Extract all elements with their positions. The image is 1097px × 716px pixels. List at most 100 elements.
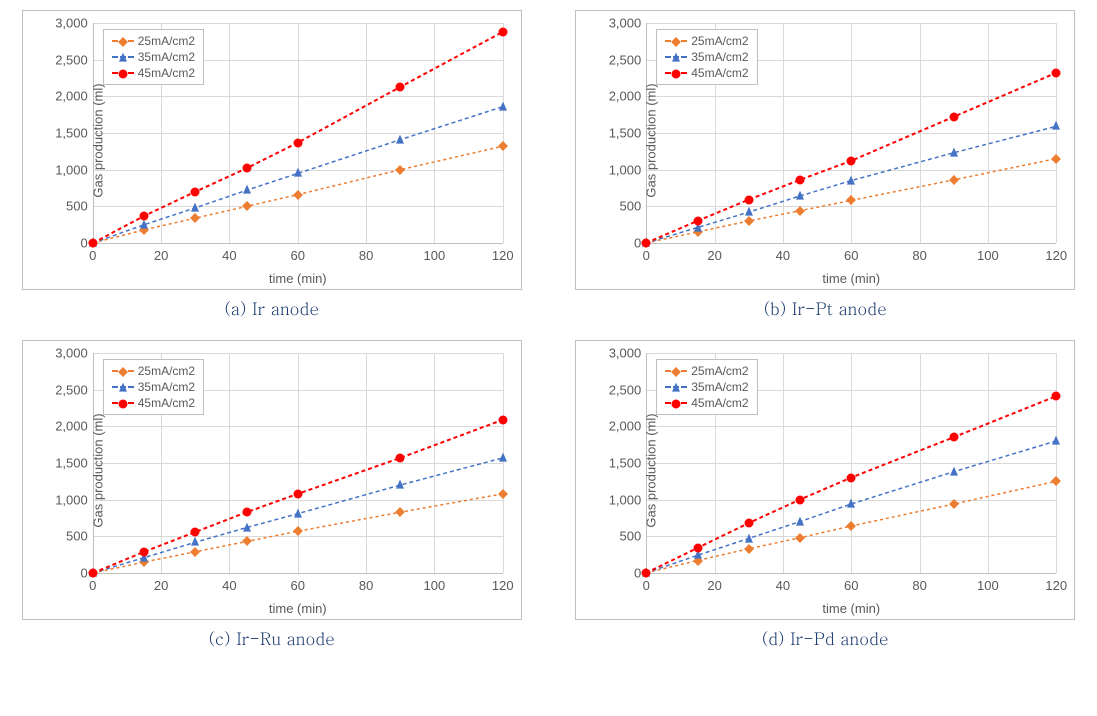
xtick-label: 40 — [776, 573, 790, 593]
ytick-label: 1,000 — [609, 162, 647, 177]
legend-item: 35mA/cm2 — [665, 380, 748, 394]
ytick-label: 2,000 — [55, 419, 93, 434]
xtick-label: 40 — [222, 243, 236, 263]
xtick-label: 60 — [844, 573, 858, 593]
legend: 25mA/cm2 35mA/cm2 45mA/cm2 — [656, 29, 757, 85]
x-axis-label: time (min) — [822, 271, 880, 286]
xtick-label: 20 — [154, 573, 168, 593]
xtick-label: 40 — [222, 573, 236, 593]
ytick-label: 1,500 — [55, 126, 93, 141]
legend: 25mA/cm2 35mA/cm2 45mA/cm2 — [656, 359, 757, 415]
data-marker — [499, 101, 507, 110]
legend-label: 35mA/cm2 — [138, 50, 195, 64]
legend-item: 25mA/cm2 — [665, 34, 748, 48]
plot-area: 05001,0001,5002,0002,5003,00002040608010… — [646, 23, 1056, 243]
data-marker — [796, 516, 804, 525]
legend-label: 35mA/cm2 — [138, 380, 195, 394]
data-marker — [140, 219, 148, 228]
xtick-label: 120 — [492, 243, 514, 263]
data-marker — [693, 544, 702, 553]
data-marker — [949, 433, 958, 442]
ytick-label: 2,500 — [609, 382, 647, 397]
ytick-label: 2,500 — [55, 382, 93, 397]
data-marker — [1052, 68, 1061, 77]
panel-c: 05001,0001,5002,0002,5003,00002040608010… — [10, 340, 534, 650]
legend-item: 45mA/cm2 — [665, 66, 748, 80]
data-marker — [796, 495, 805, 504]
legend-label: 45mA/cm2 — [691, 396, 748, 410]
data-marker — [796, 191, 804, 200]
data-marker — [847, 156, 856, 165]
x-axis-label: time (min) — [269, 271, 327, 286]
xtick-label: 80 — [912, 573, 926, 593]
data-marker — [1052, 392, 1061, 401]
xtick-label: 120 — [492, 573, 514, 593]
ytick-label: 2,500 — [55, 52, 93, 67]
ytick-label: 2,000 — [609, 419, 647, 434]
data-marker — [950, 147, 958, 156]
legend-label: 45mA/cm2 — [691, 66, 748, 80]
panel-caption: (c) Ir-Ru anode — [209, 626, 335, 650]
data-marker — [294, 168, 302, 177]
data-marker — [642, 239, 651, 248]
panel-caption: (a) Ir anode — [224, 296, 319, 320]
ytick-label: 1,500 — [55, 456, 93, 471]
y-axis-label: Gas production (ml) — [90, 413, 105, 527]
ytick-label: 2,500 — [609, 52, 647, 67]
x-axis-label: time (min) — [822, 601, 880, 616]
data-marker — [191, 202, 199, 211]
data-marker — [140, 211, 149, 220]
legend-item: 35mA/cm2 — [112, 380, 195, 394]
data-marker — [293, 489, 302, 498]
ytick-label: 2,000 — [55, 89, 93, 104]
data-marker — [396, 480, 404, 489]
x-axis-label: time (min) — [269, 601, 327, 616]
data-marker — [1052, 436, 1060, 445]
legend-item: 45mA/cm2 — [112, 396, 195, 410]
data-marker — [243, 522, 251, 531]
ytick-label: 3,000 — [55, 16, 93, 31]
chart-box: 05001,0001,5002,0002,5003,00002040608010… — [22, 340, 522, 620]
y-axis-label: Gas production (ml) — [90, 83, 105, 197]
data-marker — [294, 508, 302, 517]
data-marker — [949, 112, 958, 121]
data-marker — [745, 207, 753, 216]
xtick-label: 80 — [359, 243, 373, 263]
data-marker — [293, 138, 302, 147]
data-marker — [847, 499, 855, 508]
panel-d: 05001,0001,5002,0002,5003,00002040608010… — [564, 340, 1088, 650]
xtick-label: 20 — [154, 243, 168, 263]
ytick-label: 1,000 — [55, 492, 93, 507]
xtick-label: 60 — [844, 243, 858, 263]
data-marker — [140, 547, 149, 556]
series-line-2 — [646, 396, 1056, 573]
ytick-label: 3,000 — [55, 346, 93, 361]
legend-item: 25mA/cm2 — [112, 364, 195, 378]
xtick-label: 60 — [291, 243, 305, 263]
data-marker — [498, 415, 507, 424]
gridline-v — [503, 353, 504, 573]
panel-caption: (b) Ir-Pt anode — [764, 296, 887, 320]
gridline-v — [1056, 353, 1057, 573]
legend-label: 45mA/cm2 — [138, 396, 195, 410]
data-marker — [1052, 121, 1060, 130]
xtick-label: 100 — [977, 573, 999, 593]
ytick-label: 500 — [66, 199, 93, 214]
legend-label: 25mA/cm2 — [691, 364, 748, 378]
data-marker — [396, 82, 405, 91]
legend-item: 35mA/cm2 — [112, 50, 195, 64]
chart-box: 05001,0001,5002,0002,5003,00002040608010… — [575, 10, 1075, 290]
plot-area: 05001,0001,5002,0002,5003,00002040608010… — [646, 353, 1056, 573]
data-marker — [744, 195, 753, 204]
data-marker — [88, 569, 97, 578]
chart-box: 05001,0001,5002,0002,5003,00002040608010… — [575, 340, 1075, 620]
gridline-v — [1056, 23, 1057, 243]
legend: 25mA/cm235mA/cm245mA/cm2 — [103, 29, 204, 85]
ytick-label: 500 — [66, 529, 93, 544]
legend: 25mA/cm2 35mA/cm2 45mA/cm2 — [103, 359, 204, 415]
data-marker — [396, 134, 404, 143]
data-marker — [693, 217, 702, 226]
data-marker — [745, 533, 753, 542]
xtick-label: 100 — [977, 243, 999, 263]
legend-label: 35mA/cm2 — [691, 50, 748, 64]
